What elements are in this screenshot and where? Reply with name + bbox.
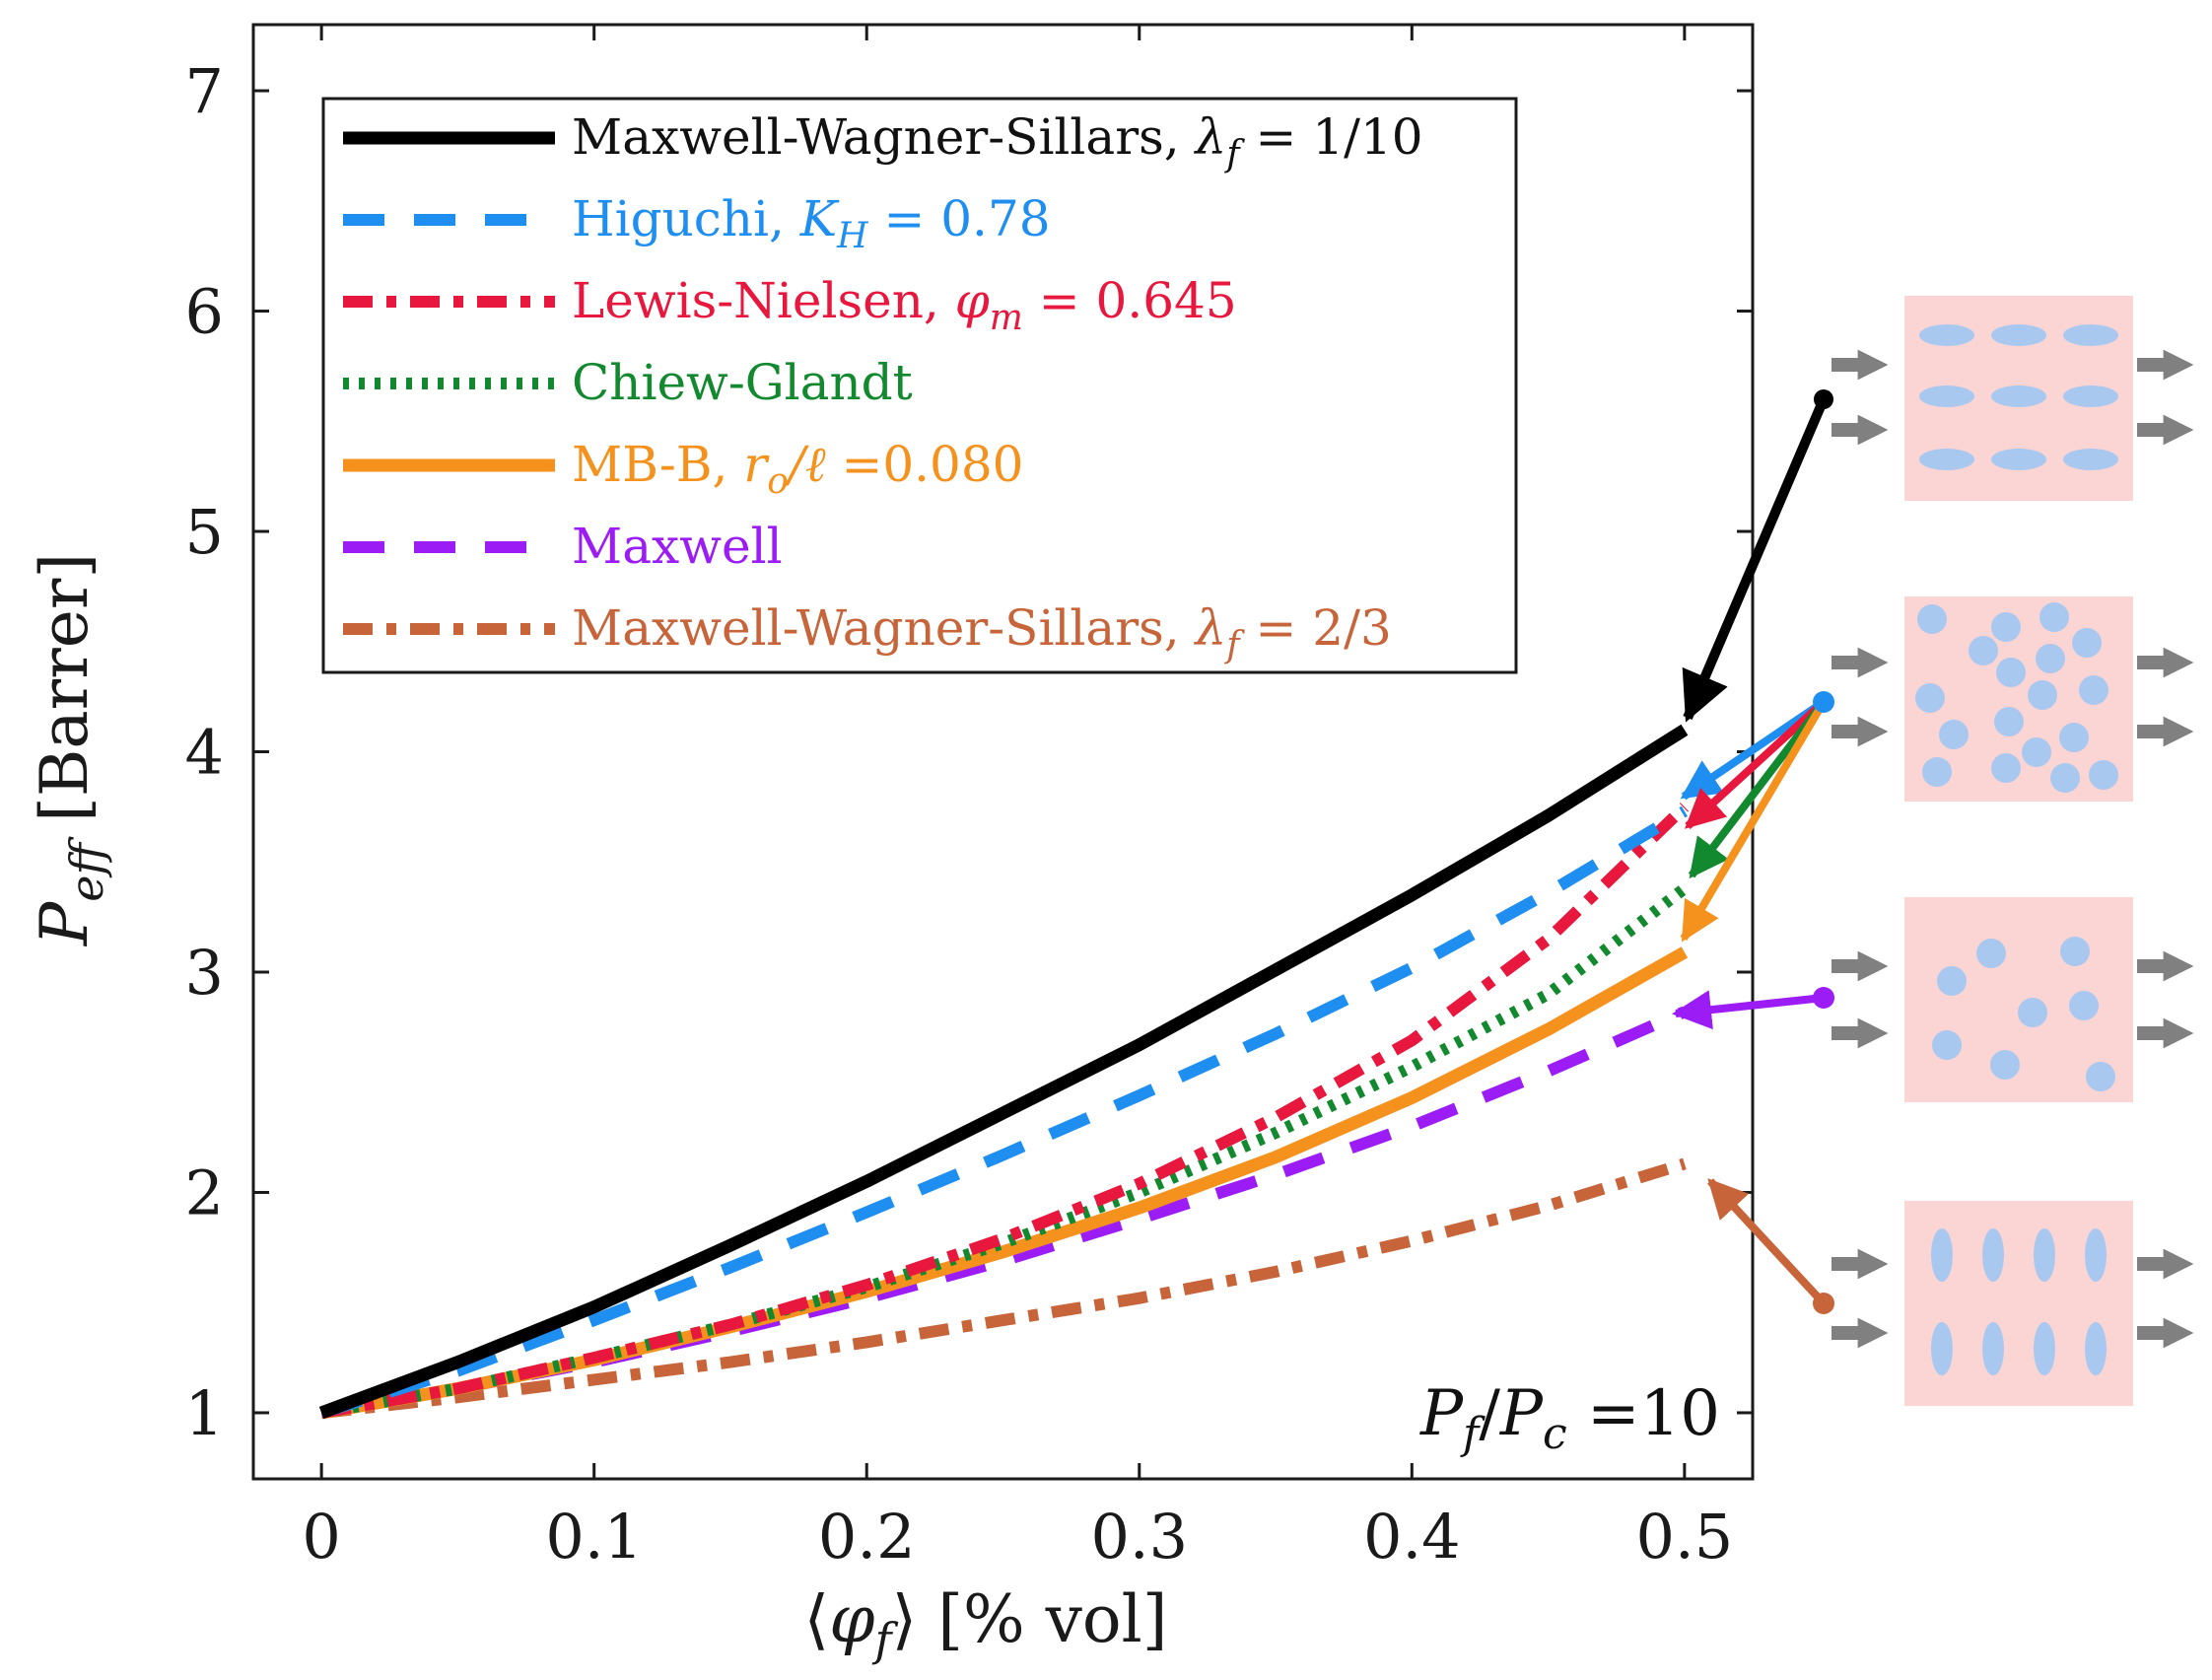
y-tick-label: 4 xyxy=(185,717,224,789)
inset-dense-spheres xyxy=(1832,596,2194,802)
y-axis-title: Peff [Barrer] xyxy=(27,553,113,946)
legend-label-3: Chiew-Glandt xyxy=(572,354,913,411)
pointer-arrow-lewis-nielsen xyxy=(1685,699,1827,829)
legend-label-2: Lewis-Nielsen, φm = 0.645 xyxy=(572,272,1237,338)
y-tick-label: 7 xyxy=(185,55,224,127)
pointer-arrow-chiew-glandt xyxy=(1688,699,1828,879)
inset-dilute-spheres xyxy=(1832,897,2194,1102)
legend-label-5: Maxwell xyxy=(572,518,783,575)
x-tick-label: 0.3 xyxy=(1090,1501,1188,1573)
x-axis-title: ⟨φf⟩ [% vol] xyxy=(803,1581,1167,1666)
pointer-dot-purple xyxy=(1813,987,1834,1009)
pointer-arrow-mws-1-10 xyxy=(1682,397,1829,723)
x-tick-label: 0.5 xyxy=(1636,1501,1734,1573)
ratio-annotation: Pf/Pc =10 xyxy=(1419,1377,1720,1459)
y-tick-label: 3 xyxy=(185,937,224,1009)
series-line-1 xyxy=(319,805,1688,1419)
series-line-0 xyxy=(318,724,1689,1420)
legend-label-4: MB-B, ro/ℓ =0.080 xyxy=(572,436,1024,502)
legend-label-0: Maxwell-Wagner-Sillars, λf = 1/10 xyxy=(572,108,1423,175)
legend-label-6: Maxwell-Wagner-Sillars, λf = 2/3 xyxy=(572,599,1392,665)
x-tick-label: 0.2 xyxy=(818,1501,916,1573)
pointer-dot-black xyxy=(1814,389,1833,409)
pointer-dot-brown xyxy=(1813,1293,1834,1314)
legend-label-1: Higuchi, KH = 0.78 xyxy=(572,190,1051,256)
legend-items: Maxwell-Wagner-Sillars, λf = 1/10 Higuchi… xyxy=(343,108,1423,665)
y-tick-label: 1 xyxy=(185,1377,224,1449)
series-layer xyxy=(318,724,1690,1420)
series-line-3 xyxy=(320,883,1689,1419)
y-tick-label: 2 xyxy=(185,1156,224,1228)
pointer-dot-blue xyxy=(1813,691,1834,713)
x-tick-label: 0.4 xyxy=(1363,1501,1461,1573)
series-line-4 xyxy=(319,946,1689,1420)
pointer-arrow-mbb xyxy=(1680,699,1828,943)
series-line-2 xyxy=(320,803,1690,1419)
pointer-arrow-higuchi xyxy=(1680,698,1827,801)
pointer-arrow-mws-2-3 xyxy=(1707,1178,1827,1306)
legend: Maxwell-Wagner-Sillars, λf = 1/10 Higuchi… xyxy=(321,97,1518,674)
y-tick-label: 5 xyxy=(185,496,224,568)
pointer-arrow-maxwell xyxy=(1672,990,1825,1030)
x-tick-label: 0 xyxy=(302,1501,340,1573)
y-tick-label: 6 xyxy=(185,276,224,348)
pointer-arrows xyxy=(1672,389,1834,1314)
series-line-6 xyxy=(320,1157,1687,1419)
inset-horizontal-ellipses xyxy=(1832,296,2194,501)
axis-ticks: 0 0.1 0.2 0.3 0.4 0.5 1 2 3 4 5 6 7 xyxy=(185,25,1753,1573)
x-tick-label: 0.1 xyxy=(545,1501,643,1573)
inset-vertical-ellipses xyxy=(1832,1201,2194,1406)
